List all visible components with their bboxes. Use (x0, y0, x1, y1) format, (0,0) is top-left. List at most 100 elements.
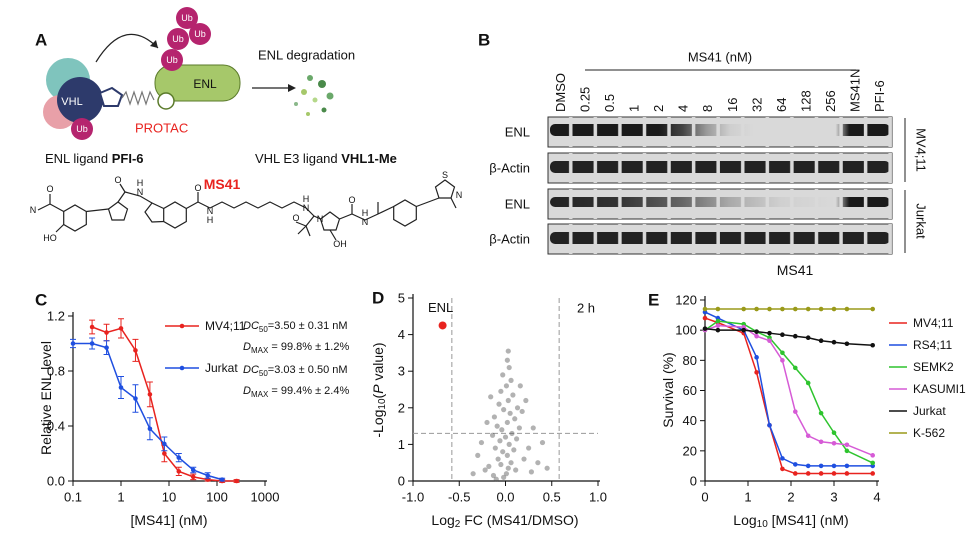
point (70, 341, 76, 346)
point (521, 456, 527, 462)
atom: HO (43, 233, 57, 243)
lane-label: 0.5 (602, 94, 617, 112)
point (514, 405, 521, 411)
lane-label: 256 (823, 90, 838, 112)
atom: H (137, 178, 144, 188)
point (805, 471, 811, 476)
point (147, 392, 153, 397)
atom: O (348, 195, 355, 205)
ub (167, 28, 189, 50)
annotation-part: DC (243, 320, 259, 332)
structure (37, 179, 457, 241)
enl-shape (154, 64, 241, 102)
legend-label: MV4;11 (205, 319, 246, 333)
x-tick-label: 3 (830, 490, 837, 505)
point (510, 392, 516, 398)
point (501, 407, 507, 413)
atom: H (362, 208, 369, 218)
point (702, 315, 708, 321)
degradation-label: ENL degradation (258, 48, 355, 63)
lane-label: PFI-6 (872, 80, 887, 112)
annotation: DMAX = 99.8% ± 1.2% (243, 341, 349, 355)
chart-title: MS41 (777, 262, 814, 278)
point (498, 461, 504, 468)
panel-label: D (372, 289, 384, 308)
x-tick-label: 100 (206, 490, 228, 505)
point (508, 377, 514, 383)
point (133, 396, 138, 401)
row-label: ENL (505, 197, 530, 212)
vhl-label: VHL (61, 96, 82, 108)
point (147, 426, 153, 432)
point (504, 452, 510, 458)
point (488, 394, 494, 400)
y-tick-label: 80 (683, 353, 697, 368)
lane-label: DMSO (553, 73, 568, 112)
point (805, 463, 811, 469)
y-tick-label: 0 (398, 474, 405, 489)
point (754, 306, 759, 312)
point (219, 477, 225, 482)
annotation: DC50=3.50 ± 0.31 nM (243, 320, 348, 334)
point (715, 323, 721, 328)
point (502, 434, 509, 440)
annotation-part: MAX (251, 346, 269, 355)
point (805, 380, 811, 386)
point (133, 348, 138, 353)
point (526, 445, 532, 451)
point (767, 338, 772, 344)
point (499, 427, 505, 433)
x-axis-label: [MS41] (nM) (130, 512, 207, 528)
panel-label: A (35, 31, 47, 50)
point (519, 408, 525, 415)
point (514, 436, 520, 442)
legend-label: RS4;11 (913, 338, 952, 352)
x-tick-label: 0.5 (543, 490, 561, 505)
point (754, 329, 759, 334)
legend-label: SEMK2 (913, 360, 954, 374)
point (754, 355, 759, 360)
point (234, 478, 239, 484)
point (504, 419, 510, 426)
ub (189, 23, 211, 45)
point (780, 358, 785, 363)
atom: O (292, 213, 299, 223)
ub-label: Ub (76, 124, 88, 134)
atom: N (207, 206, 214, 216)
point (818, 306, 824, 312)
x-tick-label: 2 (787, 490, 794, 505)
point (506, 441, 512, 447)
x-tick-label: 1.0 (589, 490, 607, 505)
point (484, 419, 490, 426)
point (767, 306, 772, 312)
lane-label: 128 (799, 90, 814, 112)
linker (121, 90, 155, 106)
point (780, 456, 785, 461)
point (793, 409, 798, 414)
point (89, 341, 95, 346)
y-tick-label: 1 (398, 437, 405, 452)
atom: N (137, 187, 144, 197)
point (492, 445, 498, 451)
point (780, 466, 785, 472)
y-tick-label: 1.2 (47, 309, 65, 324)
y-tick-label: 60 (683, 383, 697, 398)
annotation: 2 h (577, 301, 595, 316)
atom: N (362, 217, 369, 227)
x-tick-label: -0.5 (448, 490, 470, 505)
atom: N (317, 214, 324, 224)
y-axis-label: Survival (%) (660, 352, 676, 427)
enl-label: ENL (193, 77, 217, 91)
point (818, 463, 824, 469)
point (118, 385, 124, 390)
point (511, 447, 517, 453)
panel-label: E (648, 291, 659, 310)
point (503, 383, 510, 389)
y-tick-label: 0.8 (47, 364, 65, 379)
point (831, 440, 837, 446)
y-tick-label: 40 (683, 413, 697, 428)
vhl-shape (57, 77, 103, 123)
point (844, 463, 850, 469)
point (176, 455, 182, 460)
point (493, 476, 499, 482)
